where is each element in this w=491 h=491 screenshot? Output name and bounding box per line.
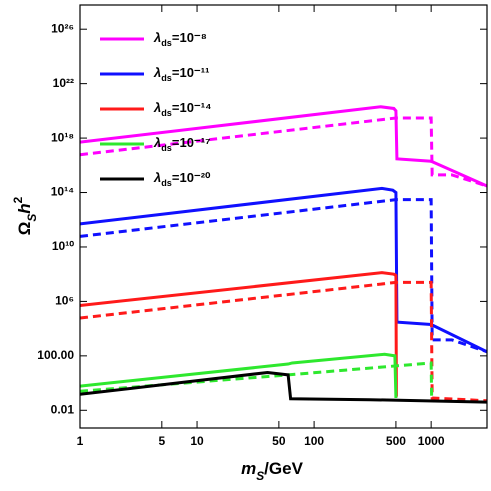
legend-text: λds=10⁻¹¹ [153, 65, 209, 83]
x-tick-label: 50 [272, 434, 286, 448]
series-line [80, 198, 487, 354]
series-line [80, 352, 398, 399]
y-tick-label: 100.00 [37, 348, 74, 362]
legend-text: λds=10⁻⁸ [153, 30, 207, 48]
y-axis-title: ΩSh2 [11, 196, 39, 235]
x-tick-label: 1 [77, 434, 84, 448]
y-tick-label: 10⁶ [55, 294, 74, 308]
y-tick-label: 10¹⁸ [51, 130, 74, 144]
series-line [80, 370, 487, 404]
series-line [80, 271, 398, 397]
series-line [80, 116, 487, 188]
series-line [80, 280, 487, 403]
x-tick-label: 10 [190, 434, 204, 448]
y-tick-label: 10²⁶ [51, 21, 74, 35]
x-tick-label: 100 [304, 434, 324, 448]
y-tick-label: 10²² [53, 76, 74, 90]
y-tick-label: 10¹⁴ [51, 185, 74, 199]
x-axis-title: mS/GeV [241, 459, 304, 483]
y-tick-label: 0.01 [51, 402, 75, 416]
legend-text: λds=10⁻¹⁴ [153, 100, 212, 118]
legend-text: λds=10⁻²⁰ [153, 170, 211, 188]
legend-text: λds=10⁻¹⁷ [153, 135, 211, 153]
x-tick-label: 500 [386, 434, 406, 448]
x-tick-label: 5 [158, 434, 165, 448]
y-tick-label: 10¹⁰ [52, 239, 74, 253]
plot-frame [79, 4, 488, 429]
x-tick-label: 1000 [418, 434, 445, 448]
